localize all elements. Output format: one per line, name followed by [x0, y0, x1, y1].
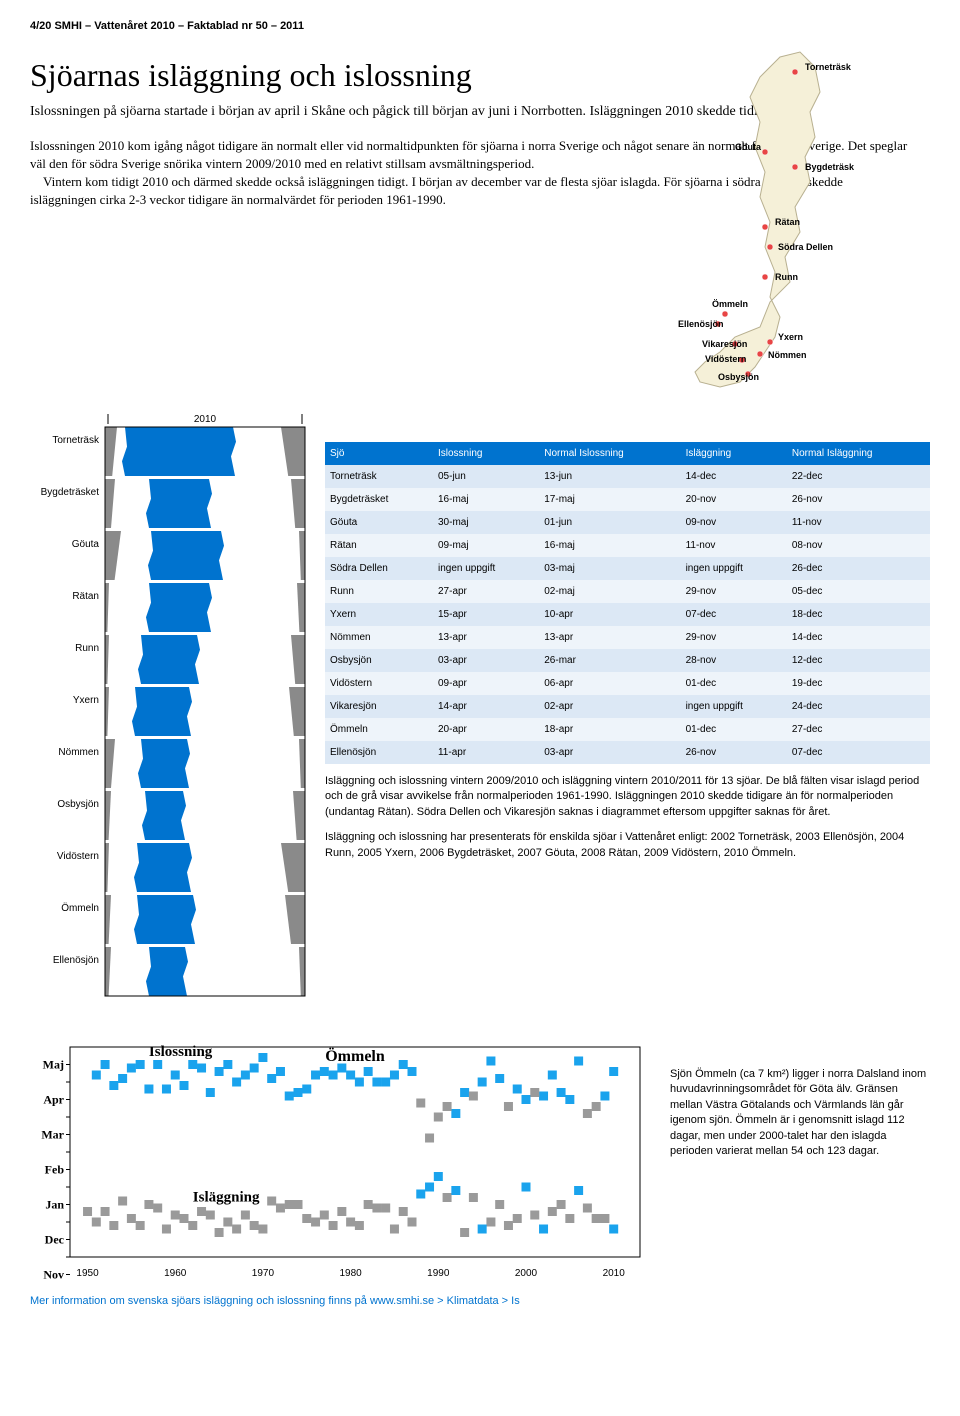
svg-text:Maj: Maj: [43, 1058, 64, 1072]
svg-text:Osbysjön: Osbysjön: [57, 799, 99, 810]
svg-text:1970: 1970: [252, 1268, 275, 1279]
table-row: Torneträsk05-jun13-jun14-dec22-dec: [325, 465, 930, 488]
table-header: Normal Islossning: [539, 442, 680, 465]
svg-text:Runn: Runn: [75, 643, 99, 654]
table-header: Sjö: [325, 442, 433, 465]
table-row: Vidöstern09-apr06-apr01-dec19-dec: [325, 672, 930, 695]
table-caption-1: Isläggning och islossning vintern 2009/2…: [325, 774, 930, 820]
table-row: Nömmen13-apr13-apr29-nov14-dec: [325, 626, 930, 649]
svg-text:Göuta: Göuta: [72, 539, 100, 550]
svg-text:Ellenösjön: Ellenösjön: [53, 955, 99, 966]
table-row: Göuta30-maj01-jun09-nov11-nov: [325, 511, 930, 534]
svg-text:Mar: Mar: [41, 1128, 64, 1142]
page-header: 4/20 SMHI – Vattenåret 2010 – Faktablad …: [30, 20, 930, 32]
svg-text:Vidöstern: Vidöstern: [57, 851, 99, 862]
table-row: Runn27-apr02-maj29-nov05-dec: [325, 580, 930, 603]
svg-text:Feb: Feb: [45, 1163, 65, 1177]
svg-text:Vidöstern: Vidöstern: [705, 354, 746, 364]
svg-text:2010: 2010: [603, 1268, 626, 1279]
svg-text:Jan: Jan: [45, 1198, 64, 1212]
svg-text:2010: 2010: [194, 414, 217, 425]
svg-text:Torneträsk: Torneträsk: [805, 62, 852, 72]
svg-text:Yxern: Yxern: [778, 332, 803, 342]
svg-text:Bygdeträsket: Bygdeträsket: [41, 487, 100, 498]
svg-text:Islossning: Islossning: [149, 1044, 213, 1060]
table-header: Isläggning: [681, 442, 787, 465]
svg-text:Torneträsk: Torneträsk: [52, 435, 100, 446]
svg-text:1950: 1950: [76, 1268, 99, 1279]
svg-text:1960: 1960: [164, 1268, 187, 1279]
table-row: Ellenösjön11-apr03-apr26-nov07-dec: [325, 741, 930, 764]
svg-text:Dec: Dec: [45, 1233, 65, 1247]
svg-text:Bygdeträsk: Bygdeträsk: [805, 162, 855, 172]
table-header: Normal Isläggning: [787, 442, 930, 465]
ice-strip-chart: 2010 Torneträsk Bygdeträsket Göuta Rätan Runn…: [30, 412, 310, 1012]
svg-text:1980: 1980: [339, 1268, 362, 1279]
ommeln-description: Sjön Ömmeln (ca 7 km²) ligger i norra Da…: [670, 1037, 930, 1287]
ommeln-scatter-chart: Maj Apr Mar Feb Jan Dec Nov 1950 1960 1970 1980 199…: [30, 1037, 650, 1282]
footer-link: Mer information om svenska sjöars islägg…: [30, 1295, 930, 1307]
table-row: Rätan09-maj16-maj11-nov08-nov: [325, 534, 930, 557]
svg-text:Nömmen: Nömmen: [768, 350, 807, 360]
svg-text:Apr: Apr: [43, 1093, 64, 1107]
svg-text:Södra Dellen: Södra Dellen: [778, 242, 833, 252]
ice-data-table: SjöIslossningNormal IslossningIsläggning…: [325, 442, 930, 764]
table-row: Södra Delleningen uppgift03-majingen upp…: [325, 557, 930, 580]
svg-text:Isläggning: Isläggning: [193, 1190, 260, 1206]
svg-text:Runn: Runn: [775, 272, 798, 282]
table-row: Bygdeträsket16-maj17-maj20-nov26-nov: [325, 488, 930, 511]
svg-text:Yxern: Yxern: [73, 695, 99, 706]
svg-text:1990: 1990: [427, 1268, 450, 1279]
table-row: Ömmeln20-apr18-apr01-dec27-dec: [325, 718, 930, 741]
svg-text:Ellenösjön: Ellenösjön: [678, 319, 724, 329]
svg-text:Rätan: Rätan: [775, 217, 800, 227]
table-row: Yxern15-apr10-apr07-dec18-dec: [325, 603, 930, 626]
svg-text:2000: 2000: [515, 1268, 538, 1279]
table-header: Islossning: [433, 442, 539, 465]
table-row: Vikaresjön14-apr02-apringen uppgift24-de…: [325, 695, 930, 718]
svg-text:Nömmen: Nömmen: [58, 747, 99, 758]
svg-text:Osbysjön: Osbysjön: [718, 372, 759, 382]
table-row: Osbysjön03-apr26-mar28-nov12-dec: [325, 649, 930, 672]
svg-text:Ömmeln: Ömmeln: [325, 1047, 385, 1065]
svg-text:Vikaresjön: Vikaresjön: [702, 339, 747, 349]
table-caption-2: Isläggning och islossning har presentera…: [325, 830, 930, 861]
svg-text:Rätan: Rätan: [72, 591, 99, 602]
svg-text:Ömmeln: Ömmeln: [712, 299, 748, 309]
svg-text:Nov: Nov: [43, 1268, 64, 1282]
svg-text:Göuta: Göuta: [735, 142, 762, 152]
svg-text:Ömmeln: Ömmeln: [61, 902, 99, 914]
